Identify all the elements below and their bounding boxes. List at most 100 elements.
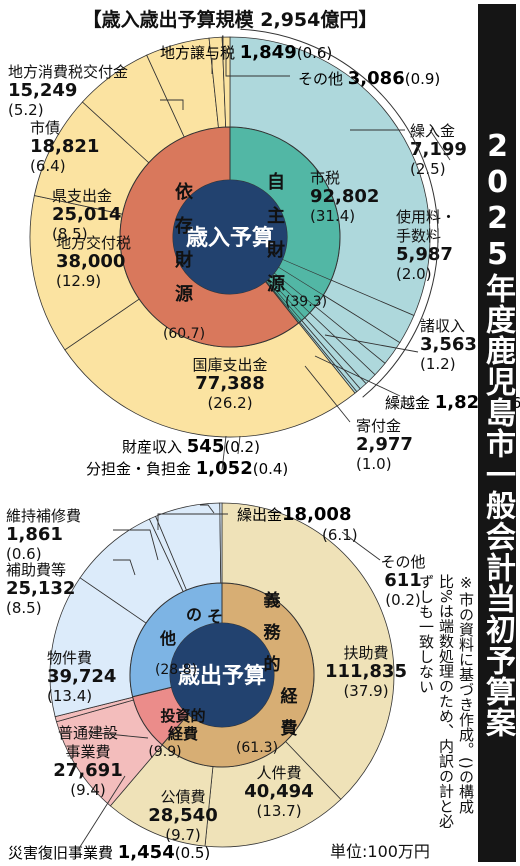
revenue-spoke — [273, 272, 316, 307]
expend-label-6-name: 補助費等 — [6, 561, 66, 579]
revenue-label-1-value: 7,199 — [410, 139, 467, 160]
expend-leader-3 — [87, 731, 149, 739]
revenue-label-4-pct: (1.0) — [356, 455, 392, 473]
expend-group-label-mand: 義 — [264, 590, 281, 611]
expend-leader-2 — [113, 559, 136, 576]
expend-group-pct-oth: (28.8) — [155, 662, 197, 678]
expend-label-0-name: 扶助費 — [343, 644, 388, 662]
revenue-label-7: 財産収入 545(0.2) — [122, 436, 260, 457]
expend-label-2-pct: (9.7) — [165, 826, 201, 844]
revenue-label-14-pct: (0.6) — [297, 44, 333, 62]
revenue-label-6: 分担金・負担金 1,052(0.4) — [86, 458, 288, 479]
revenue-label-14-value: 1,849 — [240, 42, 297, 63]
revenue-group-label-dep: 存 — [175, 215, 193, 237]
expend-label-5-name: 物件費 — [47, 649, 92, 667]
revenue-label-8-name: 国庫支出金 — [192, 356, 267, 374]
expend-label-2-value: 28,540 — [148, 805, 217, 826]
revenue-title: 【歳入歳出予算規模 2,954億円】 — [83, 8, 378, 31]
revenue-label-11-value: 18,821 — [30, 136, 99, 157]
revenue-spoke — [266, 280, 302, 321]
expend-group-label-mand: 的 — [264, 654, 281, 675]
expend-label-8-value: 18,008 — [282, 504, 351, 525]
revenue-spoke — [278, 266, 324, 296]
revenue-label-0-value: 92,802 — [310, 186, 379, 207]
revenue-label-1-name: 繰入金 — [410, 122, 455, 140]
revenue-label-12-name: 地方消費税交付金 — [8, 63, 128, 81]
revenue-group-pct-own: (39.3) — [285, 294, 327, 310]
revenue-label-7-pct: (0.2) — [224, 438, 260, 456]
expend-label-7-value: 1,861 — [6, 524, 63, 545]
revenue-leader-5 — [221, 435, 227, 471]
revenue-group-label-own: 源 — [267, 273, 285, 295]
revenue-label-8-value: 77,388 — [195, 373, 264, 394]
expend-label-0-pct: (37.9) — [343, 682, 388, 700]
revenue-label-6-value: 1,052 — [196, 458, 253, 479]
revenue-label-9-name: 地方交付税 — [56, 234, 131, 252]
expend-leader-5 — [341, 531, 381, 561]
expend-label-5-pct: (13.4) — [47, 687, 92, 705]
expend-leader-1 — [113, 529, 159, 561]
revenue-inner-1 — [119, 126, 300, 348]
expend-center — [170, 623, 274, 727]
revenue-group-label-own: 自 — [267, 171, 285, 193]
expend-label-3-value: 27,691 — [53, 760, 122, 781]
expend-leader-4 — [77, 775, 126, 851]
revenue-label-10-pct: (8.5) — [52, 225, 88, 243]
expend-label-1-pct: (13.7) — [256, 802, 301, 820]
revenue-label-5-name: 繰越金 — [385, 394, 435, 412]
revenue-label-14: 地方譲与税 1,849(0.6) — [160, 42, 332, 63]
revenue-label-6-pct: (0.4) — [253, 460, 289, 478]
footnote: ※市の資料に基づき作成。()の構成比%は端数処理のため、内訳の計と必ずしも一致し… — [417, 574, 475, 829]
revenue-group-label-dep: 源 — [175, 283, 193, 305]
revenue-label-2-pct: (2.0) — [396, 265, 432, 283]
expend-group-label-inv: 投資的 — [160, 707, 205, 725]
revenue-label-11-pct: (6.4) — [30, 157, 66, 175]
expend-group-label-mand: 務 — [264, 622, 282, 643]
revenue-leader-2 — [314, 355, 401, 397]
revenue-leader-9 — [160, 99, 184, 110]
expend-label-2-name: 公債費 — [160, 788, 205, 806]
expend-label-3-name: 普通建設 — [58, 724, 118, 742]
revenue-group-pct-dep: (60.7) — [163, 326, 205, 342]
expend-label-1-value: 40,494 — [244, 781, 313, 802]
expend-group-label-mand2: 経 — [281, 686, 299, 707]
revenue-leader-4 — [237, 435, 241, 455]
revenue-label-9-value: 38,000 — [56, 251, 125, 272]
revenue-label-2-name: 手数料 — [396, 227, 441, 245]
expend-label-4: 災害復旧事業費 1,454(0.5) — [8, 842, 210, 863]
revenue-own-bracket — [240, 28, 439, 398]
revenue-label-1-pct: (2.5) — [410, 160, 446, 178]
revenue-leader-1 — [324, 334, 419, 353]
revenue-spoke — [282, 259, 332, 281]
revenue-label-3-name: 諸収入 — [420, 317, 465, 335]
revenue-label-0-name: 市税 — [310, 169, 340, 187]
expend-leader-6 — [200, 504, 215, 514]
revenue-label-14-name: 地方譲与税 — [160, 44, 240, 62]
revenue-label-13-pct: (0.9) — [405, 70, 441, 88]
revenue-label-3-pct: (1.2) — [420, 355, 456, 373]
expend-group-pct-mand: (61.3) — [236, 740, 278, 756]
revenue-label-13-name: その他 — [298, 70, 348, 88]
revenue-group-label-own: 財 — [267, 239, 285, 261]
revenue-label-10-value: 25,014 — [52, 204, 121, 225]
revenue-spoke — [265, 280, 300, 323]
expend-label-7-name: 維持補修費 — [6, 507, 81, 525]
revenue-leader-8 — [225, 47, 290, 77]
revenue-label-7-value: 545 — [187, 436, 225, 457]
main-title: 2025年度鹿児島市一般会計当初予算案 — [478, 4, 516, 862]
expend-label-9-name: その他 — [380, 553, 425, 571]
revenue-group-label-own: 主 — [267, 205, 285, 227]
expend-label-8-name: 繰出金 — [237, 506, 282, 524]
revenue-label-9-pct: (12.9) — [56, 272, 101, 290]
expend-label-1-name: 人件費 — [256, 764, 301, 782]
revenue-center-label: 歳入予算 — [186, 225, 274, 251]
unit-label: 単位:100万円 — [330, 842, 430, 861]
revenue-label-3-value: 3,563 — [420, 334, 477, 355]
expend-label-4-name: 災害復旧事業費 — [8, 844, 118, 862]
expend-group-label-inv2: 経費 — [168, 725, 198, 743]
revenue-label-6-name: 分担金・負担金 — [86, 460, 196, 478]
revenue-label-12-value: 15,249 — [8, 80, 77, 101]
expend-label-8: 繰出金18,008 — [237, 504, 351, 525]
